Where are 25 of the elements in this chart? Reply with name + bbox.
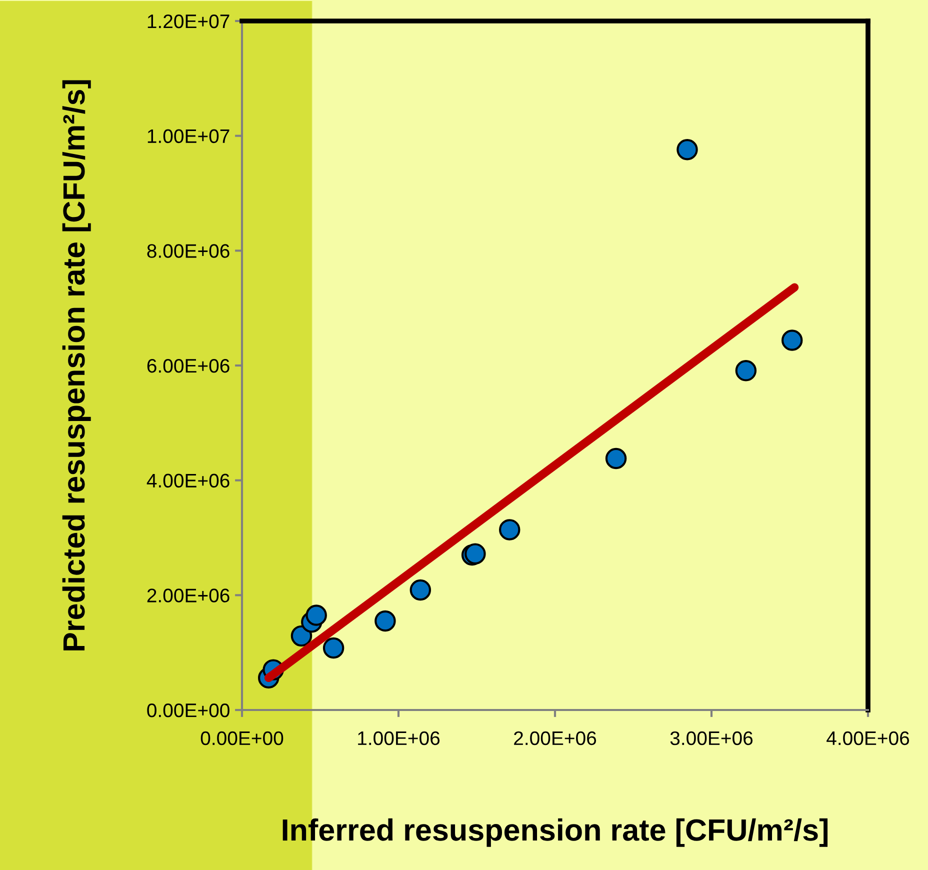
x-tick-label: 0.00E+00	[200, 731, 284, 746]
y-tick-label: 8.00E+06	[147, 244, 230, 258]
point	[374, 610, 396, 632]
point	[290, 625, 312, 647]
x-tick-label: 4.00E+06	[826, 731, 910, 746]
x-tick-label: 3.00E+06	[670, 731, 753, 746]
point	[735, 360, 757, 382]
x-axis-title: Inferred resuspension rate [CFU/m²/s]	[282, 818, 828, 847]
y-tick-label: 1.00E+07	[148, 129, 230, 144]
point	[410, 579, 432, 601]
x-tick-label: 2.00E+06	[514, 731, 596, 746]
y-tick-label: 6.00E+06	[147, 358, 230, 373]
y-axis-title: Predicted resuspension rate [CFU/m²/s]	[62, 80, 91, 650]
point	[605, 448, 627, 470]
point	[499, 519, 520, 540]
point	[306, 604, 327, 626]
point	[322, 637, 344, 659]
point	[464, 543, 486, 564]
y-tick-label: 1.20E+07	[148, 14, 230, 28]
point	[781, 330, 803, 351]
y-tick-label: 4.00E+06	[146, 474, 230, 488]
y-tick-label: 2.00E+06	[147, 588, 230, 602]
point	[676, 138, 698, 160]
x-tick-label: 1.00E+06	[358, 731, 440, 746]
y-tick-label: 0.00E+00	[147, 703, 230, 718]
